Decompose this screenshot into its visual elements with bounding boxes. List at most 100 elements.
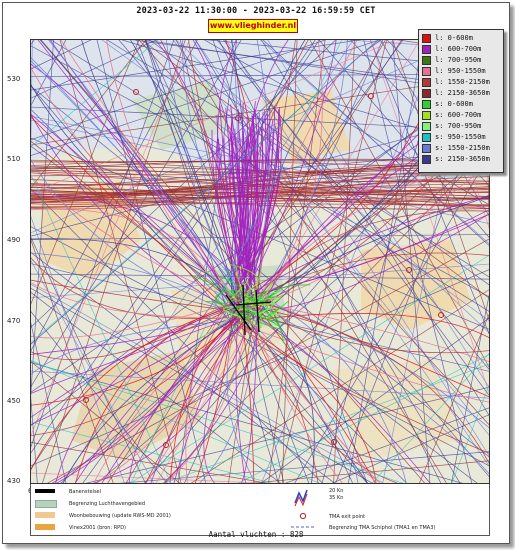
flight-track: [234, 40, 289, 299]
flight-track: [193, 275, 235, 297]
flight-track: [31, 208, 241, 313]
flight-track: [239, 302, 275, 324]
map-frame: 2023-03-22 11:30:00 - 2023-03-22 16:59:5…: [2, 2, 510, 544]
flight-track: [230, 296, 276, 302]
legend-item: s: 950-1550m: [422, 132, 486, 142]
flight-track: [39, 40, 239, 300]
flight-track: [31, 361, 404, 483]
legend-label: l: 600-700m: [435, 45, 482, 53]
flight-track: [370, 40, 489, 394]
legend-swatch: [422, 154, 431, 164]
flight-track: [31, 159, 242, 316]
flight-count: Aantal vluchten : 828: [208, 530, 304, 539]
legend-label: l: 2150-3650m: [435, 89, 490, 97]
flight-track: [451, 294, 489, 483]
legend-item: s: 2150-3650m: [422, 154, 490, 164]
housing-label: Woonbebouwing (update RWS-MD 2001): [69, 513, 171, 519]
flight-track: [214, 290, 229, 306]
site-banner[interactable]: www.vlieghinder.nl: [208, 19, 298, 33]
legend-label: s: 600-700m: [435, 111, 482, 119]
legend-item: l: 950-1550m: [422, 66, 486, 76]
flight-track: [31, 85, 489, 458]
legend-item: s: 0-600m: [422, 99, 473, 109]
flight-track: [231, 40, 238, 295]
flight-track: [130, 40, 343, 483]
flight-track: [260, 317, 489, 483]
flight-track: [31, 198, 489, 207]
flight-track: [245, 277, 256, 295]
flight-track: [242, 40, 358, 295]
flight-track: [262, 309, 281, 327]
flight-track: [31, 442, 268, 483]
y-tick-470: 470: [7, 317, 21, 325]
flight-track: [119, 451, 489, 483]
flight-track: [195, 40, 461, 483]
flight-track: [268, 40, 326, 483]
flight-track: [237, 354, 489, 483]
flight-track: [249, 460, 489, 483]
y-tick-510: 510: [7, 155, 21, 163]
flight-track: [42, 40, 186, 483]
flight-track: [31, 322, 67, 483]
legend-swatch: [422, 121, 431, 131]
flight-track: [215, 137, 241, 274]
flight-track: [128, 311, 250, 483]
flight-track: [31, 40, 190, 437]
flight-track: [199, 314, 233, 340]
y-tick-490: 490: [7, 236, 21, 244]
legend-item: s: 600-700m: [422, 110, 481, 120]
legend-label: l: 700-950m: [435, 56, 482, 64]
flight-track: [81, 40, 242, 318]
legend-swatch: [422, 77, 431, 87]
flight-track: [250, 295, 315, 483]
flight-track: [250, 128, 264, 273]
altitude-legend: l: 0-600m l: 600-700m l: 700-950m l: 950…: [418, 29, 504, 173]
flight-track: [236, 304, 281, 330]
flight-track: [182, 40, 252, 309]
flight-track: [31, 215, 125, 483]
date-range-title: 2023-03-22 11:30:00 - 2023-03-22 16:59:5…: [136, 6, 376, 16]
flight-track: [31, 177, 243, 302]
legend-label: s: 700-950m: [435, 122, 482, 130]
flight-track: [31, 263, 489, 372]
flight-track: [31, 81, 489, 393]
flight-track: [240, 304, 489, 465]
legend-label: l: 0-600m: [435, 34, 473, 42]
flight-tracks: [31, 40, 489, 483]
flight-track: [31, 320, 236, 375]
flight-track: [165, 298, 252, 483]
legend-swatch: [422, 88, 431, 98]
flight-track-map[interactable]: [30, 39, 490, 484]
flight-track: [129, 254, 489, 483]
legend-item: l: 1550-2150m: [422, 77, 490, 87]
flight-track: [254, 40, 348, 306]
flight-track: [234, 252, 489, 311]
flight-track: [223, 137, 246, 281]
tma-exit-points: [83, 89, 444, 448]
flight-track: [223, 306, 242, 318]
flight-track: [165, 40, 249, 308]
flight-track: [229, 263, 259, 293]
tma-boundary-line: [291, 526, 315, 528]
map-legend-panel: Banenstelsel Begrenzing Luchthavengebied…: [30, 484, 490, 536]
runway-swatch: [35, 489, 55, 493]
legend-swatch: [422, 44, 431, 54]
flight-track: [31, 140, 233, 302]
flight-track: [31, 116, 239, 321]
flight-track: [242, 131, 249, 271]
runway-system: [225, 284, 272, 336]
flight-track: [31, 300, 240, 339]
flight-track: [163, 147, 489, 483]
legend-item: s: 700-950m: [422, 121, 481, 131]
legend-swatch: [422, 143, 431, 153]
y-tick-430: 430: [7, 477, 21, 485]
flight-track: [451, 384, 489, 483]
flight-track: [93, 309, 244, 483]
flight-track: [255, 129, 274, 294]
flight-track: [235, 267, 253, 297]
flight-track: [259, 40, 489, 245]
y-tick-450: 450: [7, 397, 21, 405]
flight-track: [268, 311, 285, 344]
map-canvas: [31, 40, 489, 483]
flight-track: [216, 40, 489, 370]
